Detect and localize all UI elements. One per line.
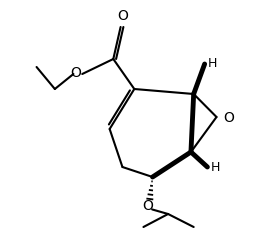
Text: O: O	[224, 110, 234, 125]
Text: H: H	[208, 57, 217, 70]
Text: O: O	[142, 199, 153, 213]
Text: H: H	[211, 161, 220, 174]
Text: O: O	[118, 9, 128, 23]
Text: O: O	[70, 65, 81, 79]
